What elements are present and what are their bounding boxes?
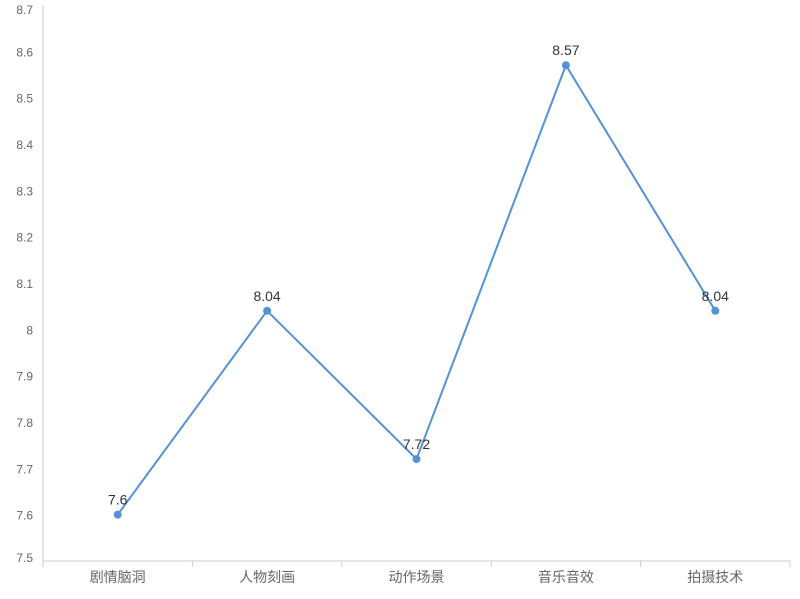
svg-text:动作场景: 动作场景 — [389, 569, 445, 585]
svg-text:8.5: 8.5 — [16, 92, 33, 106]
svg-text:7.9: 7.9 — [16, 370, 33, 384]
svg-text:音乐音效: 音乐音效 — [538, 569, 594, 585]
svg-text:7.8: 7.8 — [16, 416, 33, 430]
svg-text:人物刻画: 人物刻画 — [239, 569, 295, 585]
svg-text:7.72: 7.72 — [403, 436, 430, 452]
svg-text:8.04: 8.04 — [702, 288, 729, 304]
svg-text:拍摄技术: 拍摄技术 — [687, 569, 743, 585]
svg-text:8.1: 8.1 — [16, 277, 33, 291]
svg-text:7.5: 7.5 — [16, 551, 33, 565]
svg-text:8.7: 8.7 — [16, 3, 33, 17]
svg-text:8.57: 8.57 — [552, 42, 579, 58]
svg-text:剧情脑洞: 剧情脑洞 — [90, 569, 146, 585]
svg-text:7.6: 7.6 — [16, 509, 33, 523]
svg-text:7.7: 7.7 — [16, 462, 33, 476]
svg-text:8.4: 8.4 — [16, 138, 33, 152]
svg-text:8: 8 — [26, 323, 33, 337]
svg-text:8.6: 8.6 — [16, 45, 33, 59]
svg-text:8.2: 8.2 — [16, 231, 33, 245]
svg-text:8.04: 8.04 — [253, 288, 280, 304]
svg-text:7.6: 7.6 — [108, 492, 128, 508]
svg-text:8.3: 8.3 — [16, 184, 33, 198]
